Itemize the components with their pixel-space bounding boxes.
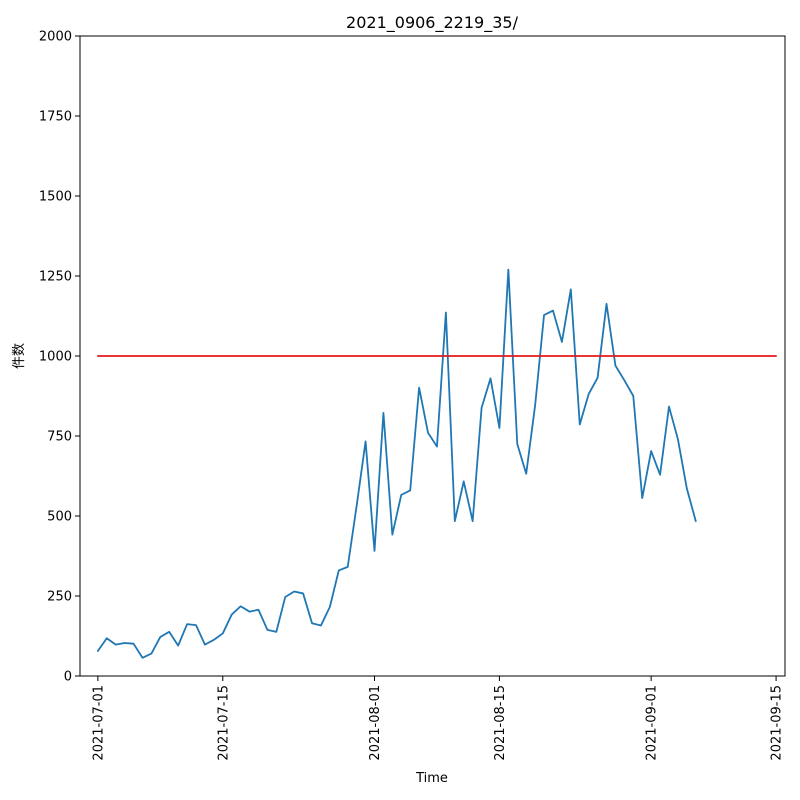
y-tick-label: 1000 [39, 350, 72, 365]
series-line-counts [96, 268, 697, 659]
series-layer [96, 268, 777, 659]
chart-title: 2021_0906_2219_35/ [346, 13, 519, 33]
y-tick-label: 250 [47, 590, 72, 605]
x-tick-label: 2021-07-01 [91, 685, 106, 761]
x-tick-label: 2021-07-15 [216, 685, 231, 761]
x-tick-label: 2021-09-15 [770, 685, 785, 761]
y-axis: 0 250 500 750 1000 1250 1500 1750 2000 [39, 30, 80, 685]
x-axis: 2021-07-01 2021-07-15 2021-08-01 2021-08-15… [91, 676, 785, 761]
y-axis-title: 件数 [12, 343, 27, 369]
x-axis-title: Time [415, 771, 448, 786]
y-tick-label: 0 [64, 670, 72, 685]
y-tick-label: 1250 [39, 270, 72, 285]
y-tick-label: 500 [47, 510, 72, 525]
y-tick-label: 2000 [39, 30, 72, 45]
x-tick-label: 2021-09-01 [645, 685, 660, 761]
y-tick-label: 750 [47, 430, 72, 445]
x-tick-label: 2021-08-15 [493, 685, 508, 761]
x-tick-label: 2021-08-01 [368, 685, 383, 761]
y-tick-label: 1750 [39, 110, 72, 125]
y-tick-label: 1500 [39, 190, 72, 205]
